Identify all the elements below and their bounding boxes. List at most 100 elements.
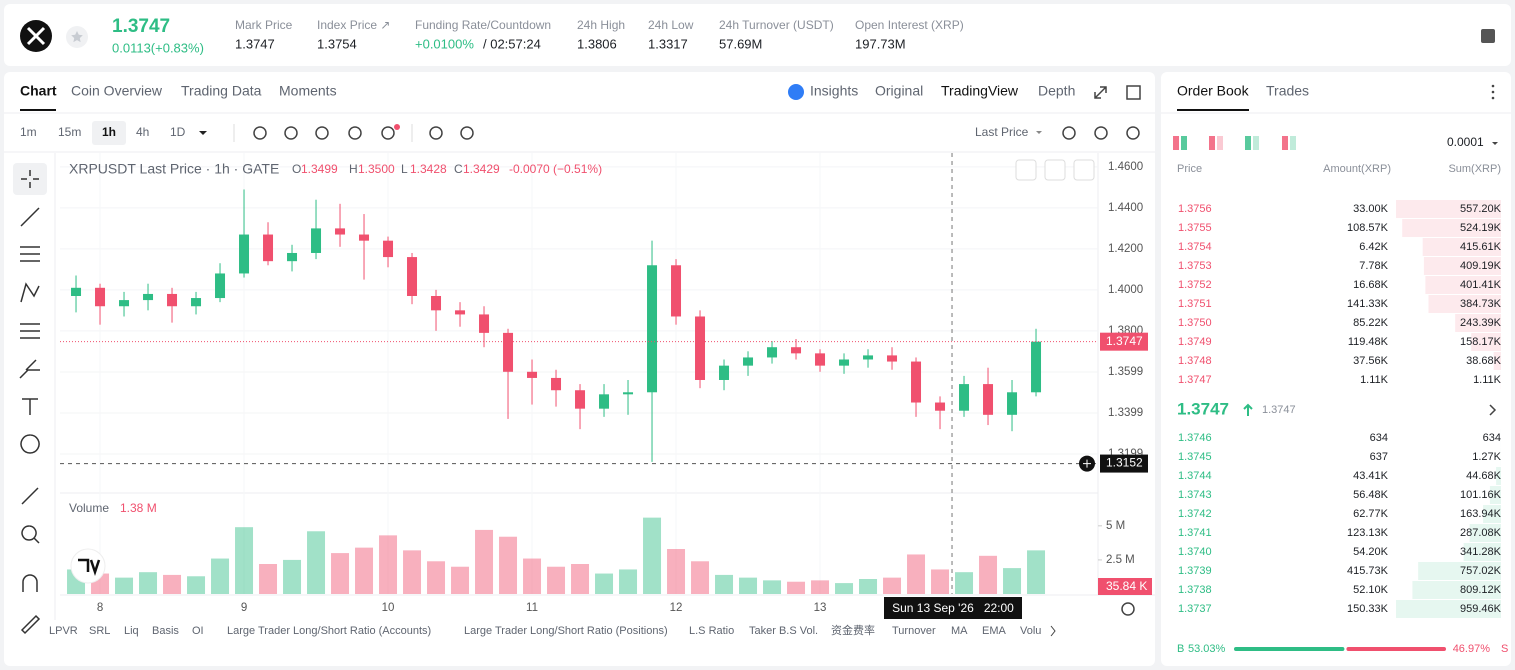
toolbar-icon[interactable] xyxy=(429,126,443,140)
book-amount: 141.33K xyxy=(1347,298,1389,310)
toolbar-icon[interactable] xyxy=(381,126,395,140)
toolbar-icon[interactable] xyxy=(460,126,474,140)
layout-icon[interactable] xyxy=(1209,136,1215,150)
chart-symbol: XRPUSDT Last Price · 1h · GATE xyxy=(69,161,279,177)
dropdown-arrow[interactable] xyxy=(1036,131,1042,134)
book-price: 1.3746 xyxy=(1178,432,1212,444)
indicator[interactable]: L.S Ratio xyxy=(689,625,734,637)
layout-icon[interactable] xyxy=(1245,136,1251,150)
drawing-tool[interactable] xyxy=(21,170,39,188)
indicator[interactable]: MA xyxy=(951,625,968,637)
book-tab[interactable]: Order Book xyxy=(1177,83,1250,99)
price-source[interactable]: Last Price xyxy=(975,125,1029,139)
chart-button[interactable] xyxy=(1044,159,1066,181)
candle-body xyxy=(479,314,490,333)
dropdown-arrow[interactable] xyxy=(199,131,207,135)
toolbar-icon[interactable] xyxy=(1094,126,1108,140)
book-amount: 16.68K xyxy=(1353,279,1389,291)
indicator[interactable]: Taker B.S Vol. xyxy=(749,625,818,637)
drawing-tool[interactable] xyxy=(20,614,41,635)
drawing-tool[interactable] xyxy=(20,323,40,339)
book-amount: 7.78K xyxy=(1359,260,1388,272)
chart-tab[interactable]: Moments xyxy=(279,83,337,99)
layout-icon[interactable] xyxy=(1173,136,1179,150)
toolbar-icon[interactable] xyxy=(253,126,267,140)
interval[interactable]: 1h xyxy=(102,125,116,139)
interval[interactable]: 4h xyxy=(136,125,149,139)
toolbar-icon[interactable] xyxy=(348,126,362,140)
indicator[interactable]: Volu xyxy=(1020,625,1041,637)
layout-icon[interactable] xyxy=(1290,136,1296,150)
view-tab[interactable]: Insights xyxy=(810,83,858,99)
toolbar-icon[interactable] xyxy=(1062,126,1076,140)
precision[interactable]: 0.0001 xyxy=(1447,135,1484,149)
volume-bar xyxy=(259,564,278,594)
toolbar-icon[interactable] xyxy=(1126,126,1140,140)
indicator[interactable]: Liq xyxy=(124,625,139,637)
layout-icon[interactable] xyxy=(1181,136,1187,150)
book-price: 1.3752 xyxy=(1178,279,1212,291)
indicator[interactable]: 资金费率 xyxy=(831,623,875,637)
depth-bar xyxy=(1423,257,1501,275)
indicator[interactable]: EMA xyxy=(982,625,1007,637)
view-tab[interactable]: TradingView xyxy=(941,83,1019,99)
book-amount: 85.22K xyxy=(1353,317,1389,329)
indicator[interactable]: Turnover xyxy=(892,625,936,637)
drawing-tool[interactable] xyxy=(20,282,40,303)
indicator[interactable]: OI xyxy=(192,625,204,637)
book-sum: 44.68K xyxy=(1466,470,1502,482)
chart-tab[interactable]: Trading Data xyxy=(181,83,262,99)
chart-button[interactable] xyxy=(1073,159,1095,181)
interval[interactable]: 1D xyxy=(170,125,186,139)
settings-icon[interactable] xyxy=(1121,602,1135,616)
layout-icon[interactable] xyxy=(1253,136,1259,150)
dropdown-arrow[interactable] xyxy=(1492,142,1498,145)
buy-label: B xyxy=(1177,643,1184,655)
book-sum: 409.19K xyxy=(1460,260,1502,272)
indicator[interactable]: Large Trader Long/Short Ratio (Accounts) xyxy=(227,625,431,637)
more-dot[interactable] xyxy=(1491,96,1495,100)
drawing-tool[interactable] xyxy=(20,207,40,227)
x-tick-label: 8 xyxy=(97,602,103,614)
layout-icon[interactable] xyxy=(1282,136,1288,150)
toolbar-icon[interactable] xyxy=(284,126,298,140)
book-sum: 809.12K xyxy=(1460,584,1502,596)
view-tab[interactable]: Original xyxy=(875,83,923,99)
indicators-next[interactable] xyxy=(1050,625,1056,637)
book-amount: 123.13K xyxy=(1347,527,1389,539)
x-tick-label: 12 xyxy=(670,602,683,614)
indicator[interactable]: SRL xyxy=(89,625,110,637)
header-icon[interactable] xyxy=(1481,29,1495,43)
mid-next[interactable] xyxy=(1489,404,1497,416)
drawing-tool[interactable] xyxy=(22,398,38,415)
interval[interactable]: 15m xyxy=(58,125,81,139)
toolbar-icon[interactable] xyxy=(315,126,329,140)
book-tab[interactable]: Trades xyxy=(1266,83,1309,99)
drawing-tool[interactable] xyxy=(21,487,39,505)
book-sum: 287.08K xyxy=(1460,527,1502,539)
drawing-tool[interactable] xyxy=(22,574,38,592)
window-icon[interactable] xyxy=(1126,85,1141,100)
volume-bar xyxy=(307,531,326,594)
candle-body xyxy=(311,228,322,253)
crosshair-time: Sun 13 Sep '26 22:00 xyxy=(892,601,1014,615)
layout-icon[interactable] xyxy=(1217,136,1223,150)
expand-icon[interactable] xyxy=(1094,86,1107,99)
book-sum: 1.11K xyxy=(1473,374,1502,386)
drawing-tool[interactable] xyxy=(19,359,40,379)
chart-tab[interactable]: Chart xyxy=(20,83,57,99)
drawing-tool[interactable] xyxy=(21,525,40,544)
drawing-tool[interactable] xyxy=(20,246,40,262)
indicator[interactable]: LPVR xyxy=(49,625,78,637)
candle-body xyxy=(983,384,994,415)
view-tab[interactable]: Depth xyxy=(1038,83,1075,99)
more-dot[interactable] xyxy=(1491,84,1495,88)
more-dot[interactable] xyxy=(1491,90,1495,94)
drawing-tool[interactable] xyxy=(20,434,40,454)
candle-body xyxy=(383,240,394,258)
chart-tab[interactable]: Coin Overview xyxy=(71,83,163,99)
interval[interactable]: 1m xyxy=(20,125,37,139)
indicator[interactable]: Large Trader Long/Short Ratio (Positions… xyxy=(464,625,668,637)
indicator[interactable]: Basis xyxy=(152,625,179,637)
chart-button[interactable] xyxy=(1015,159,1037,181)
